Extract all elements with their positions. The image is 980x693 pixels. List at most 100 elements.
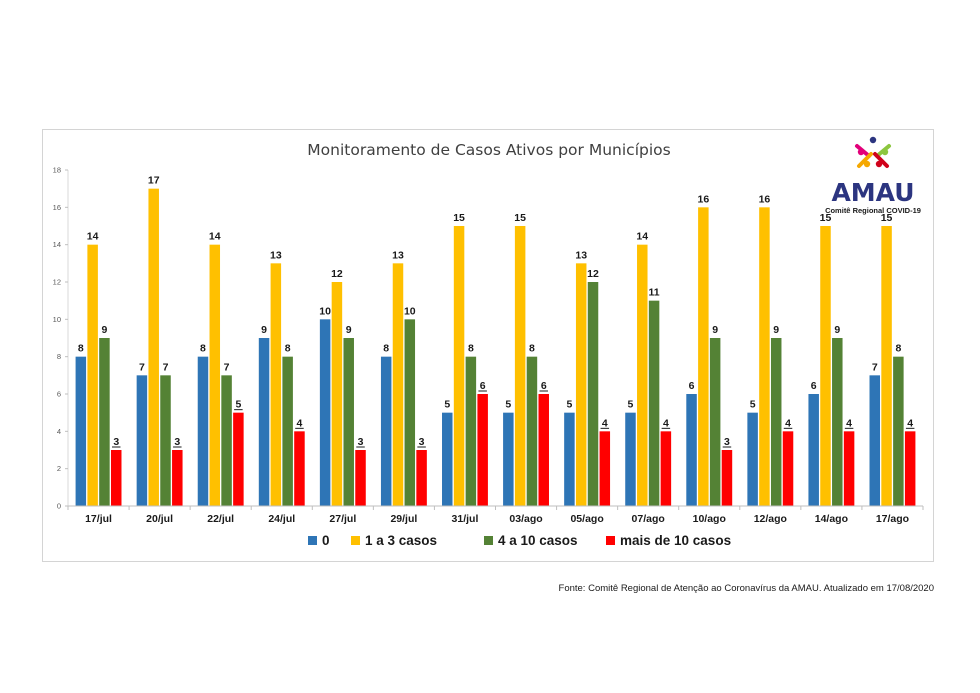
bar <box>637 244 648 506</box>
data-label: 5 <box>566 399 572 411</box>
bar <box>343 338 354 506</box>
data-label: 13 <box>392 249 404 261</box>
data-label: 15 <box>820 212 832 224</box>
x-tick-label: 17/ago <box>876 513 909 525</box>
amau-logo: AMAU Comitê Regional COVID-19 <box>825 136 921 215</box>
logo-people-icon <box>855 136 891 168</box>
bar <box>648 300 660 506</box>
bar <box>172 450 183 506</box>
legend-label: 0 <box>322 533 330 548</box>
y-tick-label: 10 <box>53 315 61 324</box>
y-tick-label: 4 <box>57 427 61 436</box>
data-label: 14 <box>636 231 648 243</box>
bar-chart: Monitoramento de Casos Ativos por Municí… <box>53 136 924 548</box>
bar <box>416 450 427 506</box>
bar <box>698 207 709 506</box>
bar <box>160 375 171 506</box>
y-tick-label: 6 <box>57 390 61 399</box>
data-label: 5 <box>628 399 634 411</box>
data-label: 7 <box>224 361 230 373</box>
bar <box>587 282 599 506</box>
x-tick-label: 12/ago <box>754 513 787 525</box>
bar <box>869 375 881 506</box>
data-label: 9 <box>712 324 718 336</box>
data-label: 3 <box>419 436 425 448</box>
data-label: 15 <box>881 212 893 224</box>
bar <box>686 394 697 506</box>
bar <box>99 338 110 506</box>
bar <box>820 226 831 506</box>
bars <box>75 188 916 506</box>
data-label: 3 <box>358 436 364 448</box>
data-label: 8 <box>383 343 389 355</box>
bar <box>197 356 209 506</box>
bar <box>465 356 477 506</box>
bar <box>355 450 366 506</box>
bar <box>331 282 343 506</box>
data-label: 5 <box>750 399 756 411</box>
data-label: 9 <box>102 324 108 336</box>
logo-subtitle: Comitê Regional COVID-19 <box>825 206 921 215</box>
bar <box>453 226 465 506</box>
data-label: 4 <box>785 417 791 429</box>
data-label: 4 <box>846 417 852 429</box>
bar <box>442 412 453 506</box>
data-label: 7 <box>163 361 169 373</box>
x-tick-label: 24/jul <box>268 513 295 525</box>
bar <box>148 188 159 506</box>
bar <box>392 263 404 506</box>
data-label: 4 <box>297 417 303 429</box>
data-label: 8 <box>285 343 291 355</box>
bar <box>282 356 293 506</box>
legend: 0 1 a 3 casos 4 a 10 casos mais de 10 casos <box>308 533 731 548</box>
bar <box>258 338 270 506</box>
x-tick-label: 22/jul <box>207 513 234 525</box>
bar <box>881 226 892 506</box>
data-label: 7 <box>139 361 145 373</box>
y-tick-label: 16 <box>53 203 61 212</box>
logo-arm <box>873 152 889 168</box>
data-label: 8 <box>895 343 901 355</box>
data-label: 13 <box>575 249 587 261</box>
data-label: 9 <box>261 324 267 336</box>
bar <box>564 412 575 506</box>
bar <box>599 431 611 506</box>
data-label: 6 <box>689 380 695 392</box>
logo-arm <box>857 152 873 168</box>
data-label: 3 <box>724 436 730 448</box>
bar <box>526 356 538 506</box>
bar <box>747 412 758 506</box>
data-label: 8 <box>200 343 206 355</box>
data-label: 13 <box>270 249 282 261</box>
bar <box>110 450 122 506</box>
bar <box>904 431 916 506</box>
bar <box>575 263 587 506</box>
bar <box>319 319 331 506</box>
x-tick-label: 14/ago <box>815 513 848 525</box>
bar <box>759 207 770 506</box>
bar <box>514 226 526 506</box>
legend-swatch <box>308 536 317 545</box>
bar <box>75 356 87 506</box>
legend-swatch <box>351 536 360 545</box>
logo-arm <box>855 144 871 158</box>
bar <box>270 263 282 506</box>
x-tick-label: 27/jul <box>329 513 356 525</box>
bar <box>233 412 244 506</box>
bar <box>843 431 855 506</box>
x-tick-label: 10/ago <box>693 513 726 525</box>
bar <box>893 356 904 506</box>
bar <box>782 431 794 506</box>
bar <box>721 450 733 506</box>
y-tick-label: 14 <box>53 240 61 249</box>
data-label: 5 <box>235 399 241 411</box>
bar <box>538 394 549 506</box>
data-label: 4 <box>663 417 669 429</box>
bar <box>221 375 232 506</box>
data-label: 17 <box>148 175 160 187</box>
x-tick-label: 07/ago <box>632 513 665 525</box>
legend-swatch <box>484 536 493 545</box>
data-label: 6 <box>541 380 547 392</box>
data-label: 10 <box>404 305 416 317</box>
